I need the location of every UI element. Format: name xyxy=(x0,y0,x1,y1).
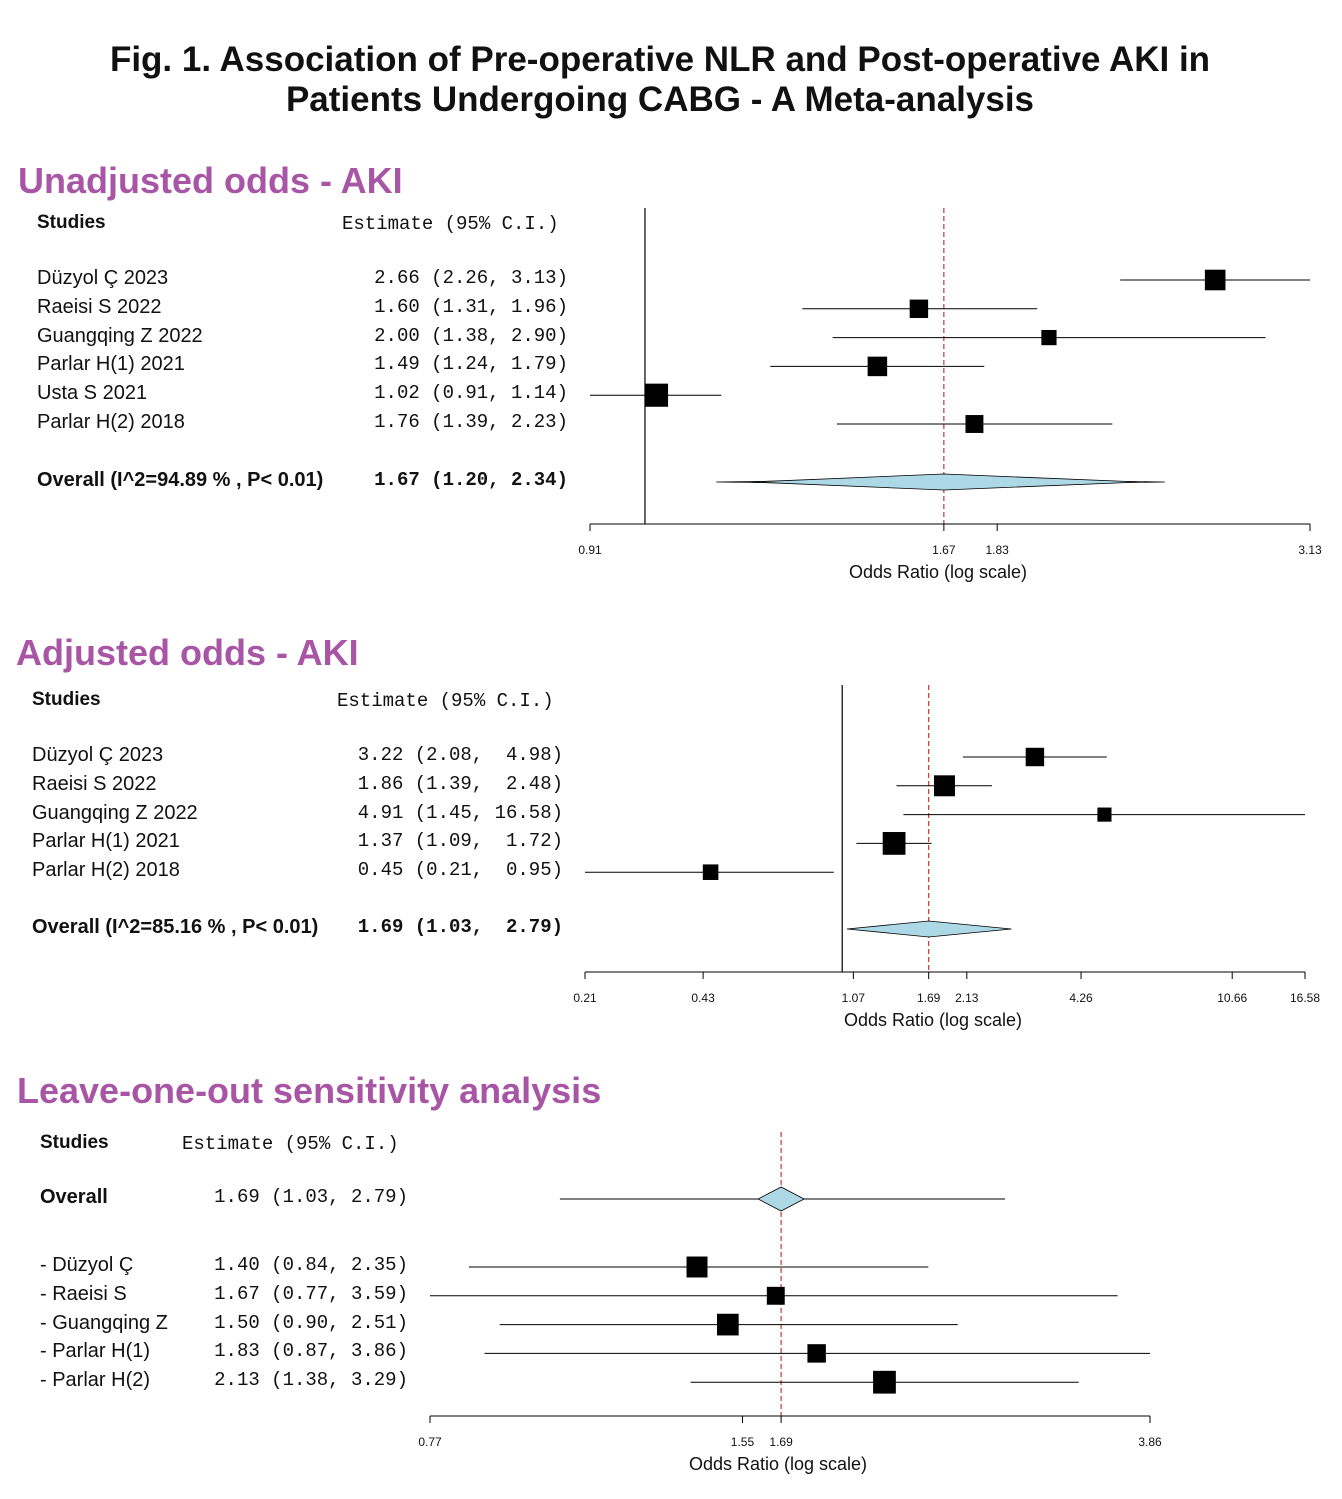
section-title: Unadjusted odds - AKI xyxy=(18,160,403,201)
x-tick-label: 1.69 xyxy=(917,991,941,1005)
study-estimate: 1.40 (0.84, 2.35) xyxy=(214,1254,408,1276)
study-point-estimate xyxy=(686,1256,708,1278)
x-tick-label: 1.83 xyxy=(986,543,1010,557)
x-tick-label: 3.13 xyxy=(1298,543,1322,557)
section-title: Adjusted odds - AKI xyxy=(16,632,359,673)
study-label: Usta S 2021 xyxy=(37,382,148,405)
study-label: Raeisi S 2022 xyxy=(32,772,157,795)
study-label: Parlar H(1) 2021 xyxy=(32,830,180,853)
study-estimate: 1.49 (1.24, 1.79) xyxy=(374,353,568,376)
x-tick-label: 0.21 xyxy=(573,991,597,1005)
study-point-estimate xyxy=(716,1313,739,1336)
study-label: Parlar H(2) 2018 xyxy=(32,859,180,882)
studies-header: Studies xyxy=(37,212,106,233)
study-estimate: 1.50 (0.90, 2.51) xyxy=(214,1311,408,1334)
study-estimate: 2.13 (1.38, 3.29) xyxy=(214,1369,408,1392)
study-point-estimate xyxy=(1204,269,1226,291)
overall-diamond xyxy=(751,473,1141,491)
study-point-estimate xyxy=(873,1370,896,1394)
x-tick-label: 1.55 xyxy=(731,1435,755,1449)
x-tick-label: 1.69 xyxy=(769,1435,793,1449)
study-label: - Parlar H(1) xyxy=(40,1340,151,1363)
section-title: Leave-one-out sensitivity analysis xyxy=(17,1070,602,1111)
study-label: Raeisi S 2022 xyxy=(37,295,162,318)
study-estimate: 2.00 (1.38, 2.90) xyxy=(374,324,568,347)
x-tick-label: 0.91 xyxy=(578,543,602,557)
study-label: Guangqing Z 2022 xyxy=(37,324,203,347)
study-point-estimate xyxy=(702,864,719,880)
study-point-estimate xyxy=(882,832,906,855)
figure-title: Fig. 1. Association of Pre-operative NLR… xyxy=(0,40,1320,120)
study-estimate: 0.45 (0.21, 0.95) xyxy=(357,859,563,882)
studies-header: Studies xyxy=(40,1132,109,1153)
study-estimate: 1.86 (1.39, 2.48) xyxy=(357,772,563,795)
study-label: Parlar H(1) 2021 xyxy=(37,353,185,376)
overall-diamond xyxy=(847,920,1012,938)
study-label: - Parlar H(2) xyxy=(40,1369,151,1392)
study-label: Parlar H(2) 2018 xyxy=(37,411,185,433)
study-label: Guangqing Z 2022 xyxy=(32,801,198,824)
overall-label: Overall xyxy=(40,1186,108,1208)
figure-title-line1: Fig. 1. Association of Pre-operative NLR… xyxy=(109,40,1211,79)
study-point-estimate xyxy=(807,1344,826,1363)
x-tick-label: 0.77 xyxy=(418,1435,442,1449)
study-estimate: 1.37 (1.09, 1.72) xyxy=(357,830,563,853)
study-label: - Guangqing Z xyxy=(40,1311,168,1334)
study-point-estimate xyxy=(766,1286,785,1305)
overall-diamond xyxy=(757,1186,805,1212)
study-point-estimate xyxy=(1025,747,1045,767)
study-estimate: 1.67 (0.77, 3.59) xyxy=(214,1282,408,1305)
estimate-header: Estimate (95% C.I.) xyxy=(342,213,559,235)
x-tick-label: 1.07 xyxy=(842,991,866,1005)
overall-estimate: 1.67 (1.20, 2.34) xyxy=(374,469,568,491)
x-tick-label: 2.13 xyxy=(955,991,979,1005)
study-estimate: 1.60 (1.31, 1.96) xyxy=(374,295,568,318)
study-label: - Düzyol Ç xyxy=(40,1254,134,1276)
x-tick-label: 3.86 xyxy=(1138,1435,1162,1449)
figure-title-line2: Patients Undergoing CABG - A Meta-analys… xyxy=(285,80,1035,119)
x-tick-label: 1.67 xyxy=(932,543,956,557)
study-estimate: 1.83 (0.87, 3.86) xyxy=(214,1340,408,1363)
study-point-estimate xyxy=(933,775,955,797)
studies-header: Studies xyxy=(32,689,101,710)
x-tick-label: 16.58 xyxy=(1290,991,1320,1005)
study-estimate: 2.66 (2.26, 3.13) xyxy=(374,267,568,289)
x-tick-label: 10.66 xyxy=(1217,991,1247,1005)
study-label: Düzyol Ç 2023 xyxy=(32,744,164,766)
x-axis-title: Odds Ratio (log scale) xyxy=(689,1454,867,1474)
overall-label: Overall (I^2=94.89 % , P< 0.01) xyxy=(37,469,324,491)
x-axis-title: Odds Ratio (log scale) xyxy=(849,562,1027,582)
x-tick-label: 4.26 xyxy=(1069,991,1093,1005)
x-tick-label: 0.43 xyxy=(691,991,715,1005)
study-label: Düzyol Ç 2023 xyxy=(37,267,169,289)
study-point-estimate xyxy=(1041,330,1057,346)
estimate-header: Estimate (95% C.I.) xyxy=(182,1133,399,1155)
study-point-estimate xyxy=(867,356,888,377)
study-point-estimate xyxy=(965,415,984,433)
study-point-estimate xyxy=(644,383,669,407)
study-estimate: 1.02 (0.91, 1.14) xyxy=(374,382,568,405)
overall-estimate: 1.69 (1.03, 2.79) xyxy=(357,916,563,938)
estimate-header: Estimate (95% C.I.) xyxy=(337,690,554,712)
x-axis-title: Odds Ratio (log scale) xyxy=(844,1010,1022,1030)
overall-estimate: 1.69 (1.03, 2.79) xyxy=(214,1186,408,1208)
study-point-estimate xyxy=(1097,807,1112,822)
study-estimate: 3.22 (2.08, 4.98) xyxy=(357,744,563,766)
overall-label: Overall (I^2=85.16 % , P< 0.01) xyxy=(32,916,319,938)
study-point-estimate xyxy=(909,299,929,319)
study-label: - Raeisi S xyxy=(40,1282,127,1305)
study-estimate: 1.76 (1.39, 2.23) xyxy=(374,411,568,433)
study-estimate: 4.91 (1.45, 16.58) xyxy=(357,801,563,824)
